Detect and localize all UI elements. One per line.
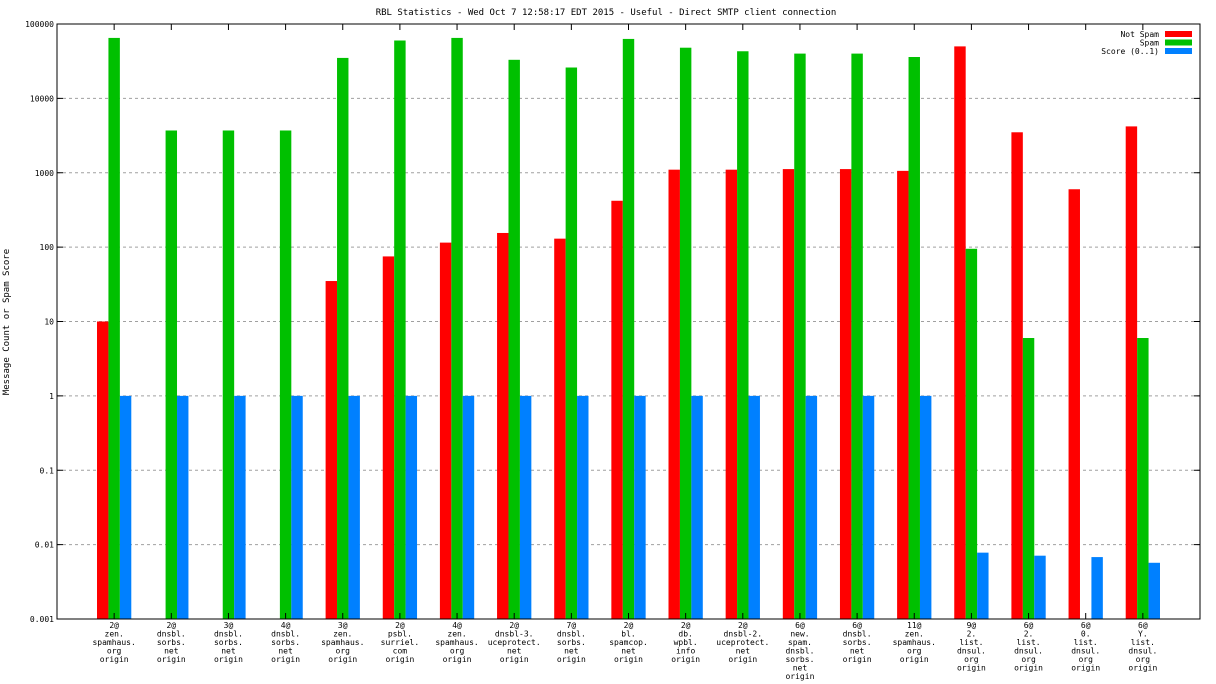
bar-not-spam xyxy=(668,169,680,619)
bar-not-spam xyxy=(897,170,909,620)
bar-score-0-1 xyxy=(748,395,760,619)
legend-swatch xyxy=(1165,39,1192,46)
bar-not-spam xyxy=(325,281,338,619)
legend-label: Score (0..1) xyxy=(1101,47,1159,56)
bar-score-0-1 xyxy=(1034,555,1046,619)
bar-score-0-1 xyxy=(805,395,818,619)
bar-spam xyxy=(222,130,235,619)
bar-spam xyxy=(108,37,120,620)
x-tick-label: 4@ zen. spamhaus. org origin xyxy=(435,621,478,664)
bar-score-0-1 xyxy=(1091,557,1103,619)
y-axis-label: Message Count or Spam Score xyxy=(2,249,12,395)
bar-score-0-1 xyxy=(291,395,303,619)
x-tick-label: 6@ 2. list. dnsul. org origin xyxy=(1014,621,1043,673)
bar-score-0-1 xyxy=(862,395,875,619)
bar-not-spam xyxy=(497,232,509,619)
bar-not-spam xyxy=(439,242,452,619)
legend-label: Spam xyxy=(1140,39,1159,48)
y-tick-label: 100 xyxy=(40,243,55,252)
bar-spam xyxy=(279,130,292,619)
x-tick-label: 3@ dnsbl. sorbs. net origin xyxy=(214,621,243,664)
x-tick-label: 6@ Y. list. dnsul. org origin xyxy=(1128,621,1157,673)
y-tick-label: 1 xyxy=(49,392,54,401)
bar-score-0-1 xyxy=(177,395,189,619)
bar-spam xyxy=(565,67,578,620)
bar-score-0-1 xyxy=(519,395,532,619)
x-tick-label: 2@ dnsbl-2. uceprotect. net origin xyxy=(716,621,769,664)
bar-spam xyxy=(1022,338,1035,619)
bar-not-spam xyxy=(382,256,395,619)
bar-spam xyxy=(1137,338,1149,619)
bar-not-spam xyxy=(839,169,852,619)
bar-spam xyxy=(679,47,692,619)
bars xyxy=(97,37,1160,620)
x-tick-label: 2@ bl. spamcop. net origin xyxy=(609,621,648,664)
bar-not-spam xyxy=(954,46,966,620)
bar-score-0-1 xyxy=(977,552,989,619)
bar-not-spam xyxy=(725,169,738,619)
bar-score-0-1 xyxy=(634,395,646,619)
chart-title: RBL Statistics - Wed Oct 7 12:58:17 EDT … xyxy=(376,8,837,18)
bar-spam xyxy=(908,57,920,619)
bar-score-0-1 xyxy=(462,395,475,619)
bar-not-spam xyxy=(97,321,109,619)
x-tick-label: 11@ zen. spamhaus. org origin xyxy=(893,621,936,664)
bar-spam xyxy=(737,51,749,619)
bar-score-0-1 xyxy=(577,395,589,619)
bar-spam xyxy=(165,130,178,619)
legend-swatch xyxy=(1165,48,1192,54)
bar-score-0-1 xyxy=(691,395,703,619)
x-tick-label: 2@ dnsbl. sorbs. net origin xyxy=(157,621,186,664)
bar-not-spam xyxy=(1011,132,1023,619)
bar-spam xyxy=(622,38,635,619)
bar-score-0-1 xyxy=(1148,562,1160,619)
x-axis-ticks: 2@ zen. spamhaus. org origin 2@ dnsbl. sorbs. ne… xyxy=(92,24,1157,681)
bar-score-0-1 xyxy=(405,395,418,619)
bar-score-0-1 xyxy=(234,395,246,619)
y-tick-label: 0.1 xyxy=(40,466,55,475)
y-tick-label: 10 xyxy=(44,318,54,327)
y-tick-label: 0.01 xyxy=(35,541,54,550)
bar-spam xyxy=(451,37,463,620)
bar-not-spam xyxy=(611,200,623,620)
bar-not-spam xyxy=(782,169,795,619)
legend-label: Not Spam xyxy=(1120,30,1159,39)
x-tick-label: 7@ dnsbl. sorbs. net origin xyxy=(557,621,586,664)
x-tick-label: 9@ 2. list. dnsul. org origin xyxy=(957,621,986,673)
x-tick-label: 3@ zen. spamhaus. org origin xyxy=(321,621,364,664)
y-tick-label: 0.001 xyxy=(30,615,54,624)
x-tick-label: 6@ dnsbl. sorbs. net origin xyxy=(843,621,872,664)
x-tick-label: 6@ 0. list. dnsul. org origin xyxy=(1071,621,1100,673)
bar-spam xyxy=(794,53,806,619)
bar-spam xyxy=(337,57,349,620)
bar-spam xyxy=(851,53,863,619)
y-axis-ticks: 0.001 0.01 0.1 1 10 100 1000 10000 100000 xyxy=(25,20,1200,624)
bar-spam xyxy=(394,40,406,619)
bar-not-spam xyxy=(1068,189,1080,619)
bar-spam xyxy=(965,248,978,619)
bar-not-spam xyxy=(554,238,566,620)
legend-swatch xyxy=(1165,31,1192,37)
y-tick-label: 1000 xyxy=(35,169,54,178)
bar-not-spam xyxy=(1125,126,1138,619)
y-tick-label: 10000 xyxy=(30,94,54,103)
x-tick-label: 2@ dnsbl-3. uceprotect. net origin xyxy=(488,621,541,664)
bar-spam xyxy=(508,59,520,619)
x-tick-label: 2@ psbl. surriel. com origin xyxy=(381,621,420,664)
bar-score-0-1 xyxy=(919,395,932,619)
y-tick-label: 100000 xyxy=(25,20,54,29)
bar-score-0-1 xyxy=(119,395,132,619)
bar-score-0-1 xyxy=(348,395,360,619)
x-tick-label: 2@ zen. spamhaus. org origin xyxy=(92,621,135,664)
x-tick-label: 4@ dnsbl. sorbs. net origin xyxy=(271,621,300,664)
x-tick-label: 6@ new. spam. dnsbl. sorbs. net origin xyxy=(785,621,814,681)
x-tick-label: 2@ db. wpbl. info origin xyxy=(671,621,700,664)
